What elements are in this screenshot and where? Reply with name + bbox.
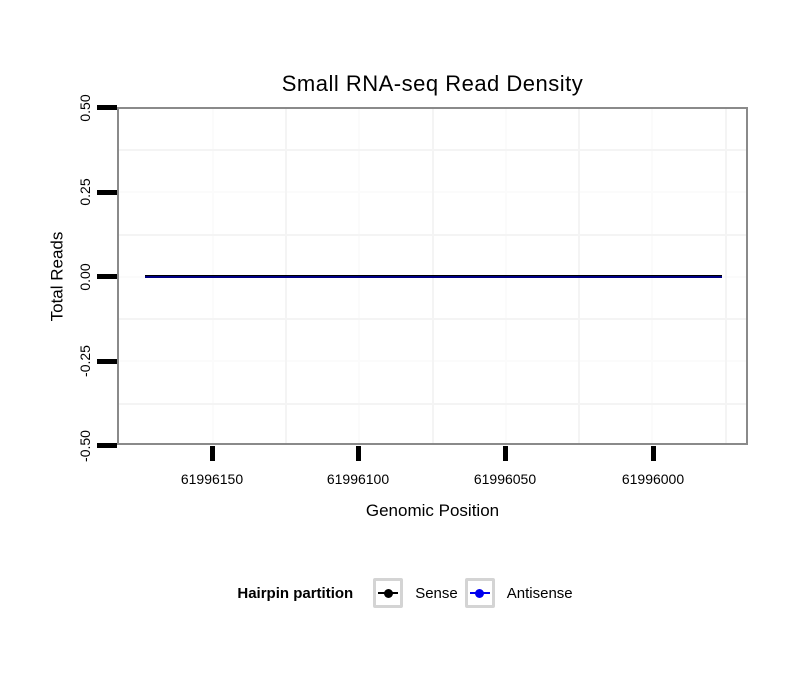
- x-tick-label: 61996150: [180, 471, 244, 487]
- y-tick-label: 0.50: [77, 93, 93, 122]
- legend-label-sense: Sense: [415, 584, 458, 602]
- legend-title: Hairpin partition: [237, 584, 354, 602]
- gridline-minor-horizontal: [119, 318, 746, 320]
- y-axis-tick: [97, 105, 117, 110]
- antisense-point-icon: [475, 588, 485, 598]
- y-tick-label: -0.25: [77, 345, 93, 377]
- sense-legend-key: [373, 578, 404, 608]
- antisense-legend-key: [464, 578, 495, 608]
- x-axis-tick: [209, 446, 215, 461]
- gridline-minor-horizontal: [119, 403, 746, 405]
- y-tick-label: 0.25: [77, 178, 93, 206]
- y-tick-label: 0.00: [77, 262, 93, 291]
- y-tick-label: -0.50: [77, 429, 93, 462]
- gridline-minor-horizontal: [119, 149, 746, 151]
- plot-panel: [117, 107, 748, 445]
- y-axis-tick: [97, 358, 117, 364]
- sense-point-icon: [383, 588, 393, 598]
- legend-label-antisense: Antisense: [506, 584, 573, 602]
- x-axis-tick: [502, 446, 508, 461]
- legend-item-sense: Sense: [373, 578, 458, 608]
- y-axis-title: Total Reads: [47, 231, 67, 322]
- antisense-series-line: [145, 275, 722, 278]
- chart-title: Small RNA-seq Read Density: [281, 71, 584, 96]
- x-tick-label: 61996050: [473, 471, 537, 487]
- x-axis-tick: [650, 446, 656, 461]
- legend-item-antisense: Antisense: [464, 578, 573, 608]
- y-axis-tick: [97, 443, 117, 448]
- x-axis-title: Genomic Position: [365, 501, 500, 520]
- x-axis-tick: [356, 446, 361, 461]
- legend: Hairpin partition Sense Antisense: [0, 577, 810, 609]
- y-axis-tick: [97, 189, 117, 195]
- y-axis-tick: [97, 274, 117, 279]
- gridline-minor-vertical: [725, 109, 727, 443]
- x-tick-label: 61996000: [621, 471, 685, 487]
- gridline-minor-horizontal: [119, 234, 746, 236]
- x-tick-label: 61996100: [326, 471, 390, 487]
